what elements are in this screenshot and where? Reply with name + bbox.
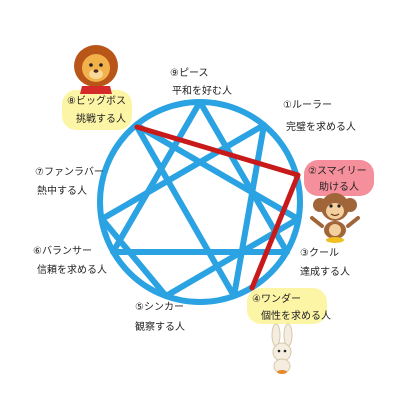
type-8-name: ⑧ビッグボス — [67, 94, 126, 107]
type-7-desc: 熱中する人 — [37, 184, 87, 197]
type-9-desc: 平和を好む人 — [172, 85, 232, 97]
enneagram-hexad — [99, 122, 301, 299]
type-3-desc: 達成する人 — [300, 266, 350, 278]
rabbit-character-icon — [271, 323, 293, 374]
monkey-character-icon — [310, 193, 360, 243]
lion-character-icon — [74, 45, 118, 94]
type-8-highlight — [62, 90, 132, 130]
type-5-desc: 観察する人 — [135, 320, 185, 333]
highlighted-path-8-2-4 — [134, 124, 301, 291]
type-1-desc: 完璧を求める人 — [286, 120, 356, 133]
type-4-desc: 個性を求める人 — [261, 309, 331, 322]
type-6-desc: 信頼を求める人 — [37, 264, 107, 276]
type-3-name: ③クール — [300, 247, 339, 259]
type-1-name: ①ルーラー — [283, 99, 332, 111]
type-9-name: ⑨ピース — [170, 67, 208, 79]
type-7-name: ⑦ファンラバー — [35, 166, 104, 178]
type-4-highlight — [247, 288, 327, 324]
type-6-name: ⑥バランサー — [33, 245, 92, 257]
type-2-desc: 助ける人 — [319, 180, 359, 193]
type-5-name: ⑤シンカー — [135, 301, 184, 313]
enneagram-triangle — [110, 99, 290, 255]
type-8-desc: 挑戦する人 — [76, 112, 126, 125]
type-2-name: ②スマイリー — [308, 166, 367, 177]
type-4-name: ④ワンダー — [252, 292, 301, 305]
type-2-highlight — [304, 160, 374, 196]
